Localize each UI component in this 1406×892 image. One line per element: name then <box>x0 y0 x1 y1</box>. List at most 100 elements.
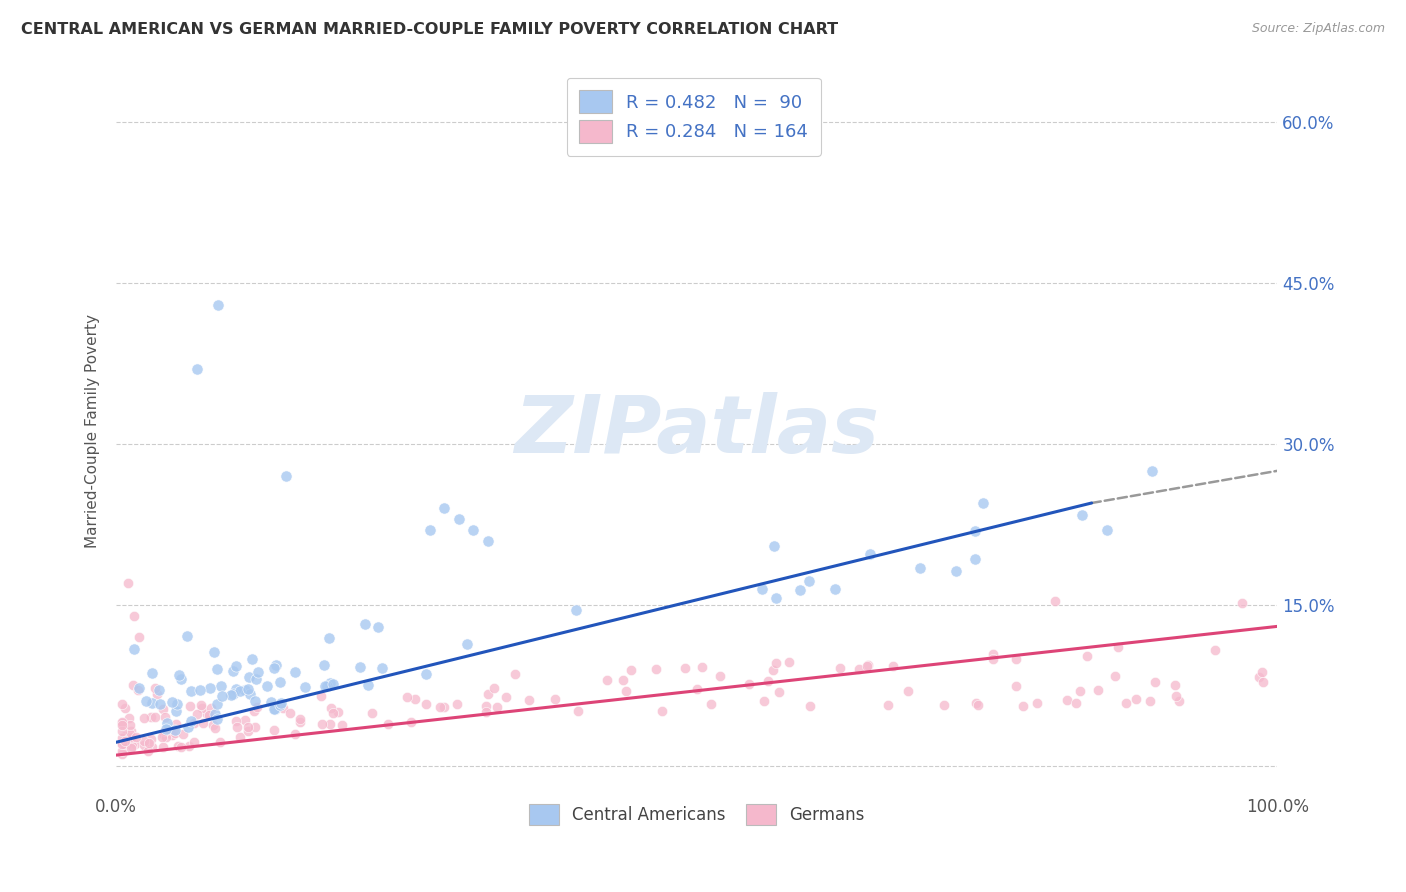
Point <box>240 651 263 665</box>
Point <box>176 629 198 643</box>
Point <box>932 698 955 712</box>
Point <box>219 689 242 703</box>
Point <box>155 724 177 739</box>
Text: ZIPatlas: ZIPatlas <box>515 392 879 469</box>
Point <box>377 717 399 731</box>
Point <box>143 681 166 696</box>
Point <box>596 673 619 688</box>
Point <box>477 686 499 700</box>
Point <box>179 699 201 714</box>
Point <box>211 690 233 704</box>
Point <box>170 672 193 686</box>
Point <box>122 641 145 656</box>
Point <box>396 690 419 704</box>
Point <box>112 737 135 751</box>
Point <box>263 723 285 738</box>
Point <box>177 720 200 734</box>
Point <box>274 469 297 483</box>
Point <box>311 717 333 731</box>
Point <box>1250 665 1272 680</box>
Point <box>259 695 281 709</box>
Point <box>183 734 205 748</box>
Point <box>114 729 136 743</box>
Point <box>195 706 218 721</box>
Point <box>519 693 541 707</box>
Point <box>709 668 731 682</box>
Point <box>882 659 904 673</box>
Point <box>963 524 986 538</box>
Point <box>1025 696 1047 710</box>
Point <box>284 727 307 741</box>
Point <box>145 710 167 724</box>
Point <box>136 736 159 750</box>
Point <box>404 692 426 706</box>
Point <box>856 659 879 673</box>
Point <box>692 660 714 674</box>
Point <box>247 665 270 679</box>
Point <box>115 737 138 751</box>
Point <box>233 683 256 698</box>
Point <box>848 662 870 676</box>
Point <box>122 678 145 692</box>
Point <box>288 714 311 729</box>
Point <box>322 706 344 720</box>
Point <box>141 666 163 681</box>
Point <box>114 701 136 715</box>
Point <box>118 711 141 725</box>
Point <box>229 731 252 745</box>
Point <box>138 735 160 749</box>
Point <box>288 712 311 726</box>
Point <box>326 706 349 720</box>
Point <box>1011 698 1033 713</box>
Point <box>284 665 307 679</box>
Point <box>139 710 162 724</box>
Point <box>620 663 643 677</box>
Point <box>673 661 696 675</box>
Point <box>756 673 779 688</box>
Point <box>447 512 470 526</box>
Point <box>162 728 184 742</box>
Point <box>118 727 141 741</box>
Point <box>486 700 509 714</box>
Point <box>651 704 673 718</box>
Point <box>349 660 371 674</box>
Point <box>121 739 143 753</box>
Point <box>828 661 851 675</box>
Point <box>269 698 291 712</box>
Point <box>876 698 898 712</box>
Point <box>205 662 228 676</box>
Point <box>908 561 931 575</box>
Point <box>229 683 252 698</box>
Point <box>172 727 194 741</box>
Point <box>415 697 437 711</box>
Point <box>263 702 285 716</box>
Point <box>117 576 139 591</box>
Point <box>270 696 292 710</box>
Point <box>495 690 517 705</box>
Point <box>124 730 146 744</box>
Point <box>475 706 498 720</box>
Point <box>762 663 785 677</box>
Point <box>245 672 267 686</box>
Point <box>762 540 785 554</box>
Point <box>208 735 231 749</box>
Point <box>1204 642 1226 657</box>
Point <box>789 582 811 597</box>
Point <box>111 744 134 758</box>
Point <box>612 673 634 687</box>
Point <box>167 667 190 681</box>
Point <box>246 700 269 714</box>
Point <box>190 698 212 712</box>
Point <box>897 684 920 698</box>
Point <box>188 682 211 697</box>
Point <box>768 685 790 699</box>
Point <box>429 699 451 714</box>
Point <box>1005 651 1028 665</box>
Point <box>1166 690 1188 704</box>
Point <box>152 728 174 742</box>
Point <box>111 724 134 739</box>
Point <box>264 702 287 716</box>
Point <box>859 547 882 561</box>
Point <box>315 679 337 693</box>
Point <box>134 711 156 725</box>
